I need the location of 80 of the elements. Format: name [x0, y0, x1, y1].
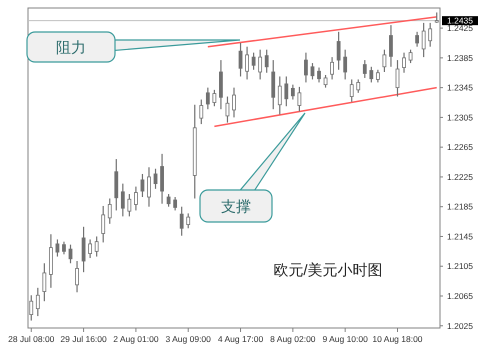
- candlestick: [42, 262, 46, 302]
- candlestick: [166, 193, 171, 208]
- candlestick: [422, 22, 426, 58]
- annotation: 阻力: [56, 40, 86, 56]
- candlestick: [343, 49, 348, 80]
- candlestick: [68, 244, 72, 264]
- x-tick-label: 2 Aug 01:00: [113, 334, 159, 344]
- x-tick-label: 28 Jul 08:00: [8, 334, 55, 344]
- candlestick: [82, 226, 86, 273]
- candlestick: [362, 59, 367, 79]
- y-tick-label: 1.2145: [447, 231, 474, 242]
- candlestick: [206, 87, 210, 110]
- candlestick: [304, 52, 308, 84]
- candlestick: [75, 260, 79, 293]
- candlestick: [173, 196, 178, 212]
- x-tick-label: 8 Aug 02:00: [270, 334, 316, 344]
- candlestick: [29, 294, 34, 322]
- candlestick: [290, 84, 295, 100]
- candlestick: [226, 96, 230, 124]
- candlestick: [101, 205, 106, 244]
- candlestick: [127, 193, 132, 217]
- callout: 阻力: [26, 31, 241, 63]
- x-tick-label: 10 Aug 18:00: [372, 334, 423, 344]
- candlestick: [56, 238, 60, 258]
- candlestick: [199, 98, 204, 125]
- x-tick-label: 9 Aug 10:00: [322, 334, 368, 344]
- candlestick: [147, 166, 151, 208]
- candlestick: [330, 56, 334, 80]
- candlestick: [324, 74, 328, 88]
- candlestick: [336, 31, 341, 70]
- candlestick: [108, 198, 112, 224]
- candlestick: [408, 49, 412, 64]
- y-tick-label: 1.2185: [447, 202, 474, 212]
- candlestick: [62, 241, 66, 255]
- candlestick: [245, 46, 249, 80]
- candlestick: [264, 49, 269, 74]
- candlestick: [154, 168, 158, 190]
- y-tick-label: 1.2065: [447, 291, 474, 301]
- y-tick-label: 1.2385: [447, 52, 474, 63]
- y-tick-label: 1.2025: [447, 320, 474, 331]
- candlestick: [212, 89, 216, 107]
- y-tick-label: 1.2225: [447, 172, 474, 182]
- annotation: 欧元/美元小时图: [273, 262, 383, 279]
- candlestick: [252, 52, 256, 70]
- ref-line-label: 1.2435: [447, 16, 474, 26]
- candlestick: [350, 78, 354, 102]
- candlestick: [186, 212, 190, 229]
- candlestick: [382, 49, 386, 73]
- callout: 支撑: [199, 112, 306, 223]
- candlestick: [369, 66, 374, 84]
- candlestick: [88, 238, 92, 259]
- candlestick: [317, 66, 321, 84]
- candlestick: [389, 24, 393, 68]
- candlestick: [284, 76, 288, 107]
- x-tick-label: 29 Jul 16:00: [60, 334, 108, 344]
- candlestick: [415, 31, 420, 48]
- y-tick-label: 1.2305: [447, 112, 474, 122]
- candlestick: [232, 87, 236, 118]
- candlestick: [396, 59, 400, 98]
- candlestick: [310, 62, 314, 80]
- candlestick: [278, 76, 282, 116]
- candlestick: [134, 186, 138, 212]
- candlestick: [428, 22, 432, 48]
- candlestick: [238, 42, 242, 78]
- candlestick: [258, 49, 262, 80]
- candlestick: [36, 287, 40, 317]
- y-tick-label: 1.2265: [447, 142, 474, 152]
- x-tick-label: 3 Aug 09:00: [166, 334, 212, 344]
- candlestick: [180, 206, 184, 236]
- candlestick: [356, 78, 360, 94]
- candlestick: [120, 183, 125, 217]
- candlestick: [402, 52, 406, 74]
- y-tick-label: 1.2425: [447, 23, 474, 34]
- candlestick: [140, 173, 144, 198]
- y-tick-label: 1.2345: [447, 82, 474, 93]
- candlestick: [376, 69, 380, 84]
- y-tick-label: 1.2105: [447, 261, 474, 272]
- x-tick-label: 4 Aug 17:00: [218, 334, 264, 344]
- annotation: 支撑: [221, 198, 251, 216]
- candlestick: [297, 86, 302, 112]
